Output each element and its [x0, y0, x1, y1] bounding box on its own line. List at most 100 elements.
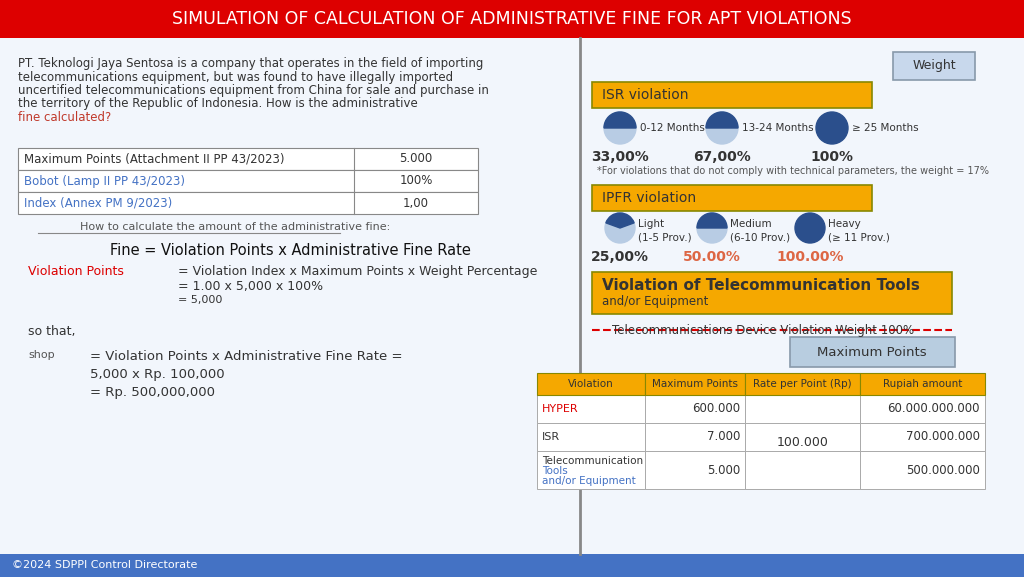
Text: Maximum Points: Maximum Points [652, 379, 738, 389]
Text: 5.000: 5.000 [707, 463, 740, 477]
Text: Tools: Tools [542, 466, 567, 476]
Text: and/or Equipment: and/or Equipment [602, 295, 709, 309]
Bar [745, 423, 860, 451]
Text: HYPER: HYPER [542, 404, 579, 414]
Wedge shape [697, 213, 727, 228]
Bar [745, 395, 860, 423]
Text: 67,00%: 67,00% [693, 150, 751, 164]
Text: Heavy: Heavy [828, 219, 861, 229]
Circle shape [604, 112, 636, 144]
Bar [0, 38, 580, 554]
Text: 5.000: 5.000 [399, 152, 432, 166]
Text: ISR: ISR [542, 432, 560, 442]
Text: Rate per Point (Rp): Rate per Point (Rp) [754, 379, 852, 389]
Bar [537, 451, 645, 489]
Text: Violation Points: Violation Points [28, 265, 124, 278]
Bar [0, 0, 1024, 38]
Text: fine calculated?: fine calculated? [18, 111, 112, 124]
Bar [18, 148, 478, 170]
Text: Telecommunication: Telecommunication [542, 456, 643, 466]
Circle shape [816, 112, 848, 144]
Text: 1,00: 1,00 [403, 197, 429, 209]
Circle shape [605, 213, 635, 243]
Bar [790, 337, 955, 367]
Bar [592, 272, 952, 314]
Text: the territory of the Republic of Indonesia. How is the administrative: the territory of the Republic of Indones… [18, 98, 418, 111]
Text: ©2024 SDPPI Control Directorate: ©2024 SDPPI Control Directorate [12, 560, 198, 571]
Bar [537, 395, 645, 423]
Text: = 1.00 x 5,000 x 100%: = 1.00 x 5,000 x 100% [178, 280, 324, 293]
Circle shape [795, 213, 825, 243]
Text: so that,: so that, [28, 325, 76, 338]
Bar [745, 373, 860, 395]
Text: Rupiah amount: Rupiah amount [883, 379, 963, 389]
Text: 100%: 100% [399, 174, 433, 188]
Text: (1-5 Prov.): (1-5 Prov.) [638, 232, 691, 242]
Bar [537, 373, 645, 395]
Text: 100.00%: 100.00% [776, 250, 844, 264]
Bar [860, 451, 985, 489]
Text: and/or Equipment: and/or Equipment [542, 476, 636, 486]
Wedge shape [606, 213, 634, 228]
Text: Bobot (Lamp II PP 43/2023): Bobot (Lamp II PP 43/2023) [24, 174, 185, 188]
Text: 33,00%: 33,00% [591, 150, 649, 164]
Bar [645, 373, 745, 395]
Circle shape [80, 240, 360, 520]
Bar [0, 554, 1024, 577]
Text: Telecommunications Device Violation Weight 100%: Telecommunications Device Violation Weig… [612, 324, 914, 337]
Text: = Violation Index x Maximum Points x Weight Percentage: = Violation Index x Maximum Points x Wei… [178, 265, 538, 278]
Text: Violation: Violation [568, 379, 613, 389]
Text: 13-24 Months: 13-24 Months [742, 123, 814, 133]
Text: 0-12 Months: 0-12 Months [640, 123, 705, 133]
Bar [592, 185, 872, 211]
Text: ≥ 25 Months: ≥ 25 Months [852, 123, 919, 133]
Text: 700.000.000: 700.000.000 [906, 430, 980, 444]
Text: (≥ 11 Prov.): (≥ 11 Prov.) [828, 232, 890, 242]
Bar [580, 38, 1024, 554]
Text: 500.000.000: 500.000.000 [906, 463, 980, 477]
Bar [745, 451, 860, 489]
Text: (6-10 Prov.): (6-10 Prov.) [730, 232, 791, 242]
Text: Maximum Points (Attachment II PP 43/2023): Maximum Points (Attachment II PP 43/2023… [24, 152, 285, 166]
Bar [645, 451, 745, 489]
Bar [645, 395, 745, 423]
Circle shape [697, 213, 727, 243]
Text: How to calculate the amount of the administrative fine:: How to calculate the amount of the admin… [80, 222, 390, 232]
Text: = Rp. 500,000,000: = Rp. 500,000,000 [90, 386, 215, 399]
Text: *For violations that do not comply with technical parameters, the weight = 17%: *For violations that do not comply with … [597, 166, 989, 176]
Text: = Violation Points x Administrative Fine Rate =: = Violation Points x Administrative Fine… [90, 350, 402, 363]
Bar [18, 192, 478, 214]
Text: 7.000: 7.000 [707, 430, 740, 444]
Text: Light: Light [638, 219, 665, 229]
Text: 600.000: 600.000 [692, 403, 740, 415]
Bar [18, 170, 478, 192]
Bar [745, 395, 860, 489]
Bar [860, 395, 985, 423]
Text: ISR violation: ISR violation [602, 88, 688, 102]
Text: uncertified telecommunications equipment from China for sale and purchase in: uncertified telecommunications equipment… [18, 84, 488, 97]
Text: 100.000: 100.000 [776, 436, 828, 448]
Text: 5,000 x Rp. 100,000: 5,000 x Rp. 100,000 [90, 368, 224, 381]
Text: PT. Teknologi Jaya Sentosa is a company that operates in the field of importing: PT. Teknologi Jaya Sentosa is a company … [18, 57, 483, 70]
Bar [860, 373, 985, 395]
Bar [592, 82, 872, 108]
Bar [645, 423, 745, 451]
Bar [893, 52, 975, 80]
Text: 60.000.000.000: 60.000.000.000 [888, 403, 980, 415]
Text: telecommunications equipment, but was found to have illegally imported: telecommunications equipment, but was fo… [18, 70, 454, 84]
Text: SIMULATION OF CALCULATION OF ADMINISTRATIVE FINE FOR APT VIOLATIONS: SIMULATION OF CALCULATION OF ADMINISTRAT… [172, 10, 852, 28]
Text: Fine = Violation Points x Administrative Fine Rate: Fine = Violation Points x Administrative… [110, 243, 470, 258]
Text: IPFR violation: IPFR violation [602, 191, 696, 205]
Text: Index (Annex PM 9/2023): Index (Annex PM 9/2023) [24, 197, 172, 209]
Text: shop: shop [28, 350, 54, 360]
Text: 100%: 100% [811, 150, 853, 164]
Bar [860, 423, 985, 451]
Text: Weight: Weight [912, 59, 955, 73]
Circle shape [706, 112, 738, 144]
Text: Violation of Telecommunication Tools: Violation of Telecommunication Tools [602, 279, 920, 294]
Text: Medium: Medium [730, 219, 772, 229]
Wedge shape [604, 112, 636, 128]
Text: 50.00%: 50.00% [683, 250, 741, 264]
Text: Maximum Points: Maximum Points [817, 346, 927, 358]
Text: = 5,000: = 5,000 [178, 295, 222, 305]
